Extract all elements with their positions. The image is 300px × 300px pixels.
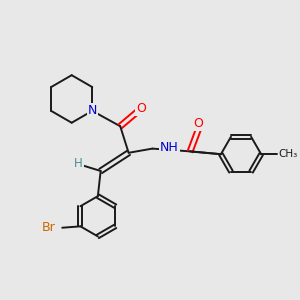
- Text: H: H: [74, 158, 83, 170]
- Text: Br: Br: [41, 221, 55, 234]
- Text: O: O: [194, 117, 203, 130]
- Text: CH₃: CH₃: [278, 149, 297, 159]
- Text: NH: NH: [160, 141, 179, 154]
- Text: N: N: [88, 104, 97, 117]
- Text: O: O: [136, 102, 146, 115]
